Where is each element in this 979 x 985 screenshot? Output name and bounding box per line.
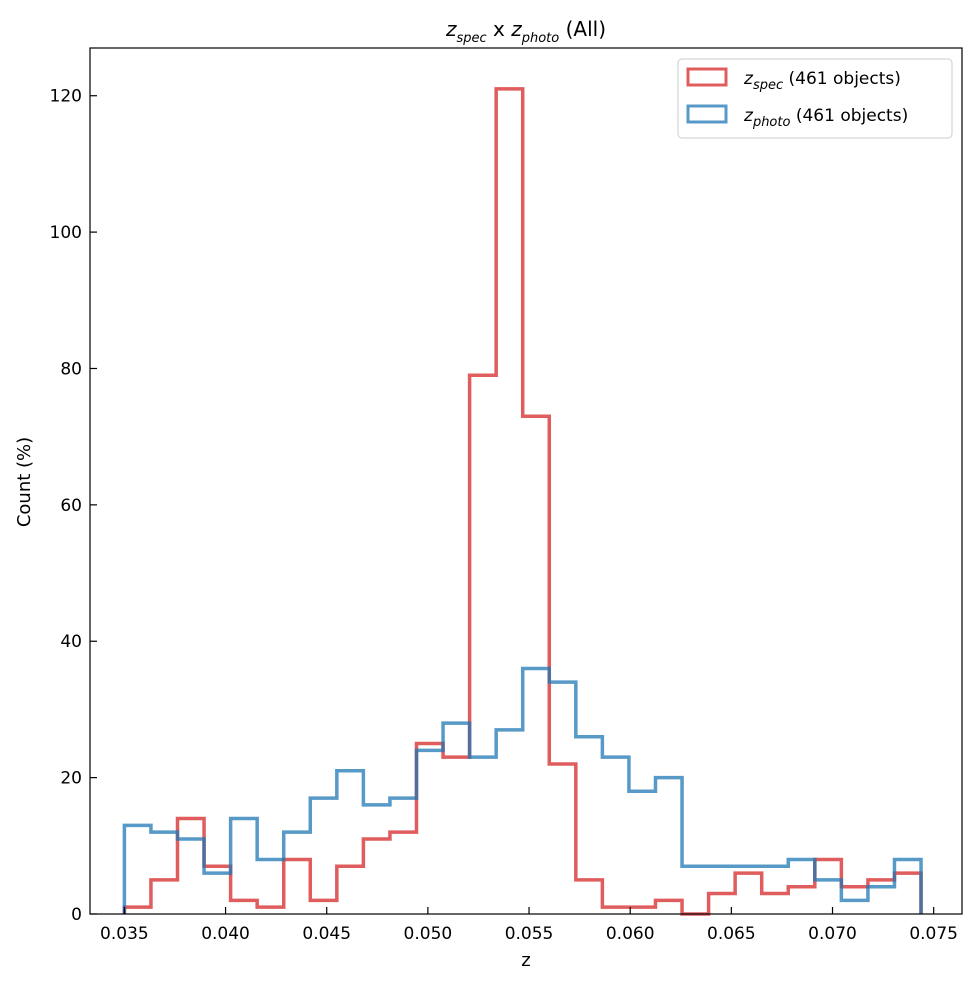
y-tick-label: 40 (60, 632, 82, 652)
bar-photo-7 (310, 798, 337, 914)
x-tick-label: 0.040 (201, 924, 250, 944)
y-tick-label: 60 (60, 496, 82, 516)
bar-photo-4 (231, 819, 258, 914)
x-tick-label: 0.060 (606, 924, 655, 944)
series-outline-spec (122, 87, 923, 916)
bar-photo-2 (178, 839, 205, 914)
series-outline-photo (122, 666, 923, 914)
x-tick-label: 0.055 (505, 924, 554, 944)
y-tick-label: 120 (50, 87, 82, 107)
bar-photo-3 (204, 873, 231, 914)
bar-photo-25 (788, 859, 815, 914)
x-tick-label: 0.070 (808, 924, 857, 944)
legend-swatch-photo (686, 104, 728, 124)
x-tick-label: 0.075 (909, 924, 958, 944)
y-tick-label: 20 (60, 769, 82, 789)
legend-box (677, 58, 953, 139)
bar-photo-14 (496, 730, 523, 914)
legend-label-spec: zspec (461 objects) (743, 69, 901, 93)
bar-photo-20 (655, 778, 682, 914)
bar-photo-22 (709, 866, 736, 914)
bar-photo-24 (762, 866, 789, 914)
legend: zspec (461 objects) zphoto (461 objects) (677, 58, 953, 139)
tick-layer: 0.035 0.040 0.045 0.050 0.055 0.060 0.065 0.070… (50, 87, 958, 944)
bar-photo-27 (841, 900, 868, 914)
bar-photo-17 (576, 737, 603, 914)
bar-photo-13 (470, 757, 497, 914)
x-tick-label: 0.050 (404, 924, 453, 944)
x-tick-label: 0.065 (707, 924, 756, 944)
bar-photo-15 (523, 669, 550, 914)
bar-photo-5 (257, 859, 284, 914)
bar-photo-18 (602, 757, 629, 914)
legend-label-photo: zphoto (461 objects) (743, 106, 908, 130)
y-axis-title: Count (%) (14, 437, 35, 527)
chart-title: zspec x zphoto (All) (445, 17, 606, 46)
x-tick-label: 0.035 (100, 924, 149, 944)
x-axis-title: z (521, 950, 530, 971)
bar-photo-6 (284, 832, 311, 914)
legend-swatch-spec (686, 67, 728, 87)
bar-photo-9 (363, 805, 390, 914)
bar-photo-0 (124, 825, 151, 914)
bar-photo-1 (151, 832, 178, 914)
x-tick-label: 0.045 (302, 924, 351, 944)
bar-photo-11 (416, 750, 443, 914)
bar-photo-10 (390, 798, 417, 914)
bar-photo-12 (443, 723, 470, 914)
axes-frame (89, 47, 963, 915)
y-tick-label: 100 (50, 223, 82, 243)
bar-photo-16 (549, 682, 576, 914)
y-tick-label: 80 (60, 359, 82, 379)
bar-photo-23 (735, 866, 762, 914)
bar-photo-19 (629, 791, 656, 914)
bar-photo-21 (682, 866, 709, 914)
series-layer (122, 87, 923, 916)
bar-photo-8 (337, 771, 364, 914)
bar-photo-29 (894, 859, 921, 914)
y-tick-label: 0 (71, 905, 82, 925)
bar-photo-26 (815, 880, 842, 914)
bar-photo-28 (868, 887, 895, 914)
